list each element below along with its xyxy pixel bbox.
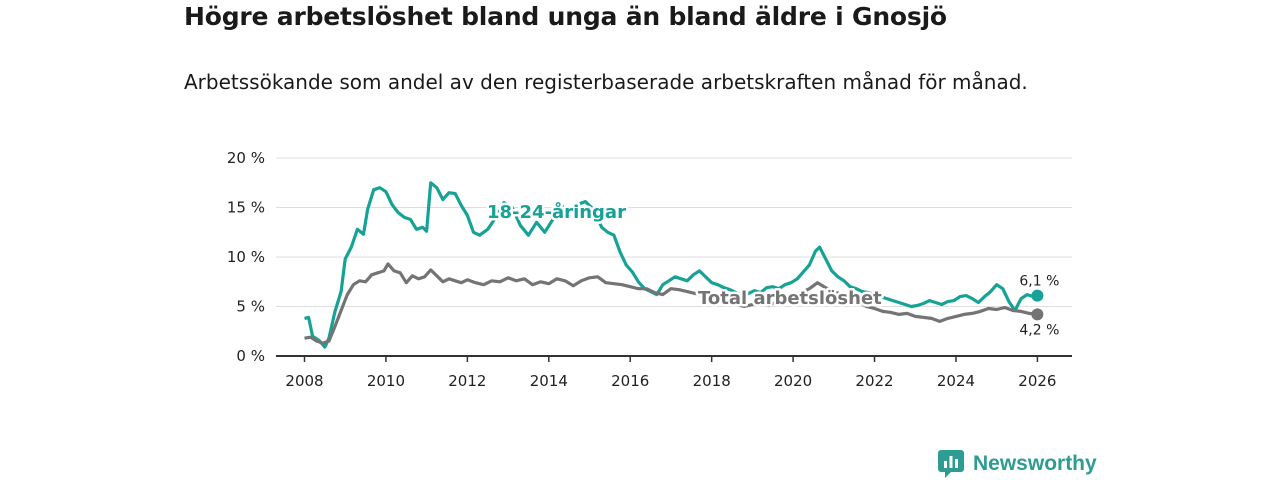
y-tick-label: 20 % — [227, 149, 265, 167]
chart-title: Högre arbetslöshet bland unga än bland ä… — [184, 2, 947, 31]
series-line-youth — [304, 181, 1038, 349]
x-tick-label: 2024 — [937, 372, 975, 390]
series-endpoint-total — [1031, 308, 1044, 321]
series-label-youth: 18-24-åringar — [487, 201, 626, 223]
x-tick-label: 2026 — [1018, 372, 1056, 390]
y-tick-label: 15 % — [227, 199, 265, 217]
brand-logo[interactable]: Newsworthy — [937, 449, 1097, 479]
x-tick-label: 2010 — [367, 372, 405, 390]
x-tick-label: 2022 — [855, 372, 893, 390]
y-tick-label: 10 % — [227, 248, 265, 266]
newsworthy-logo-icon — [938, 450, 964, 478]
y-tick-label: 5 % — [236, 298, 265, 316]
x-tick-label: 2020 — [774, 372, 812, 390]
series-endpoint-youth — [1031, 289, 1044, 302]
x-tick-label: 2008 — [285, 372, 323, 390]
series-line-total — [304, 262, 1038, 345]
x-tick-label: 2014 — [530, 372, 568, 390]
end-label-youth: 6,1 % — [1019, 274, 1059, 290]
brand-name: Newsworthy — [973, 452, 1097, 475]
x-tick-label: 2016 — [611, 372, 649, 390]
series-label-total: Total arbetslöshet — [698, 288, 882, 309]
x-tick-label: 2012 — [448, 372, 486, 390]
end-label-total: 4,2 % — [1019, 322, 1059, 338]
y-tick-label: 0 % — [236, 347, 265, 365]
x-tick-label: 2018 — [693, 372, 731, 390]
chart-subtitle: Arbetssökande som andel av den registerb… — [184, 70, 1028, 94]
